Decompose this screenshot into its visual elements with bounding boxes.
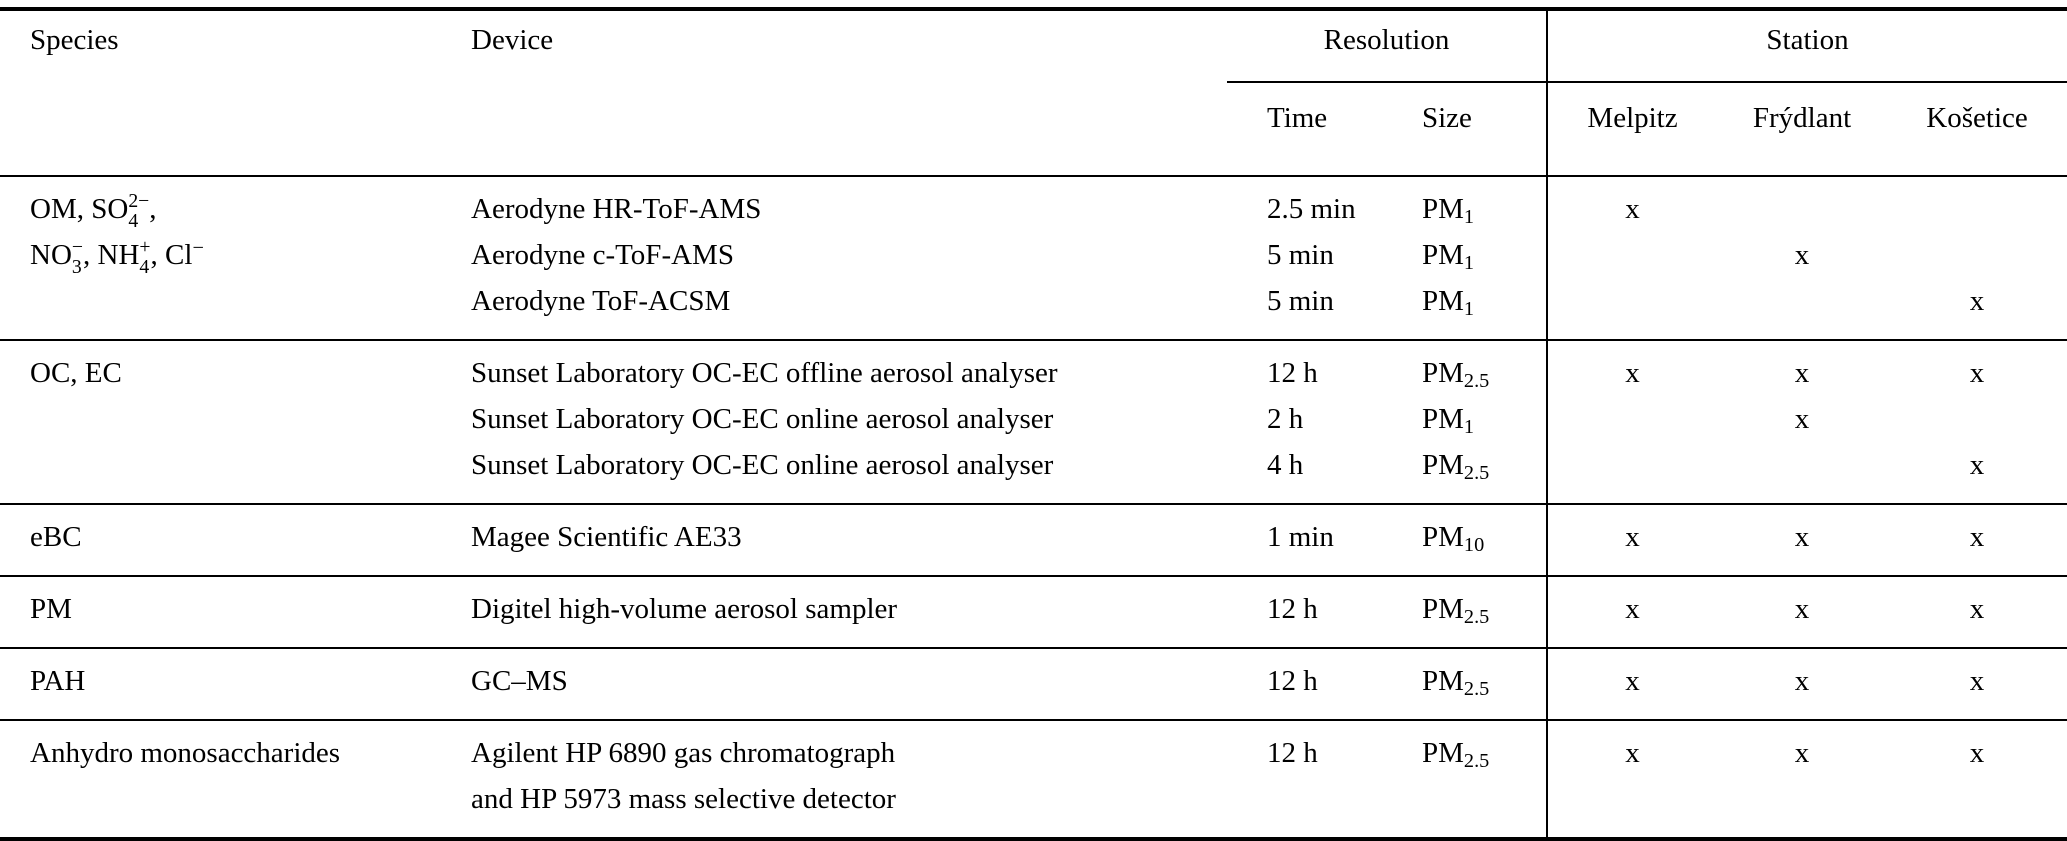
device-cell: Magee Scientific AE33 bbox=[471, 521, 742, 553]
group-header-row: Species Device Resolution Station bbox=[0, 9, 2067, 177]
species-group: PM Digitel high-volume aerosol sampler 12 … bbox=[0, 576, 2067, 648]
size-cell: PM2.5 bbox=[1422, 357, 1490, 393]
station-mark-cell: x bbox=[1969, 357, 1985, 389]
station-mark-cell: x bbox=[1546, 504, 1718, 576]
resolution-group-header: Resolution bbox=[1227, 9, 1548, 83]
station-mark-cell: x bbox=[1969, 521, 1985, 553]
station-mark-cell: x bbox=[1969, 665, 1985, 697]
species-group: OM, SO 2− 4, NO −3, NH +4, Cl− Aerodyne HR-ToF… bbox=[0, 176, 2067, 340]
time-resolution-cell: 5 min bbox=[1267, 239, 1334, 271]
species-group: OC, EC Sunset Laboratory OC-EC offline ae… bbox=[0, 340, 2067, 504]
station-mark-cell: x bbox=[1794, 665, 1810, 697]
table-row: Anhydro monosaccharides Agilent HP 6890 g… bbox=[0, 720, 2067, 839]
station-mark-cell bbox=[1546, 442, 1718, 504]
station-mark-cell bbox=[1717, 278, 1887, 340]
device-column-header: Device bbox=[470, 9, 1227, 177]
table-row: eBC Magee Scientific AE33 1 min PM10 x x x bbox=[0, 504, 2067, 576]
stacked-script: +4 bbox=[139, 236, 151, 279]
time-column-header: Time bbox=[1227, 82, 1387, 177]
time-resolution-cell: 1 min bbox=[1267, 521, 1334, 553]
station-mark-cell: x bbox=[1794, 593, 1810, 625]
station-mark-cell bbox=[1546, 232, 1718, 278]
table-header: Species Device Resolution Station Time S… bbox=[0, 9, 2067, 177]
size-cell: PM1 bbox=[1422, 403, 1475, 439]
stacked-script: 2− 4 bbox=[128, 190, 150, 233]
sub-header-row: Time Size Melpitz Frýdlant Košetice bbox=[0, 82, 2067, 177]
size-cell: PM10 bbox=[1422, 521, 1485, 557]
size-cell: PM2.5 bbox=[1422, 593, 1490, 629]
station-group-header: Station bbox=[1546, 9, 2067, 83]
station-mark-cell bbox=[1717, 442, 1887, 504]
station-mark-cell: x bbox=[1546, 648, 1718, 720]
table-row: PM Digitel high-volume aerosol sampler 12 … bbox=[0, 576, 2067, 648]
station-mark-cell: x bbox=[1546, 576, 1718, 648]
species-group: PAH GC–MS 12 h PM2.5 x x x bbox=[0, 648, 2067, 720]
device-cell: Aerodyne HR-ToF-AMS bbox=[471, 193, 762, 225]
station-mark-cell: x bbox=[1969, 593, 1985, 625]
station-mark-cell bbox=[1546, 278, 1718, 340]
time-resolution-cell: 4 h bbox=[1267, 449, 1304, 481]
table-row: OC, EC Sunset Laboratory OC-EC offline ae… bbox=[0, 340, 2067, 396]
size-cell: PM2.5 bbox=[1422, 449, 1490, 485]
time-resolution-cell: 2.5 min bbox=[1267, 193, 1356, 225]
size-column-header: Size bbox=[1387, 82, 1548, 177]
device-cell: Agilent HP 6890 gas chromatograph and HP … bbox=[471, 737, 896, 815]
station-mark-cell: x bbox=[1794, 521, 1810, 553]
time-resolution-cell: 12 h bbox=[1267, 737, 1318, 769]
table-row: Aerodyne ToF-ACSM 5 min PM1 x bbox=[0, 278, 2067, 340]
station-mark-cell: x bbox=[1969, 449, 1985, 481]
station-mark-cell: x bbox=[1546, 176, 1718, 232]
station-mark-cell: x bbox=[1546, 340, 1718, 396]
species-column-header: Species bbox=[0, 9, 470, 177]
time-resolution-cell: 12 h bbox=[1267, 593, 1318, 625]
station-mark-cell bbox=[1717, 176, 1887, 232]
station-melpitz-header: Melpitz bbox=[1546, 82, 1718, 177]
station-mark-cell: x bbox=[1794, 737, 1810, 769]
time-resolution-cell: 2 h bbox=[1267, 403, 1304, 435]
station-kosetice-header: Košetice bbox=[1887, 82, 2067, 177]
species-group: Anhydro monosaccharides Agilent HP 6890 g… bbox=[0, 720, 2067, 839]
station-mark-cell: x bbox=[1969, 285, 1985, 317]
species-cell: OC, EC bbox=[30, 357, 122, 389]
device-cell: Sunset Laboratory OC-EC online aerosol a… bbox=[471, 449, 1054, 481]
station-mark-cell: x bbox=[1794, 239, 1810, 271]
device-cell: Aerodyne c-ToF-AMS bbox=[471, 239, 734, 271]
species-cell: PAH bbox=[30, 665, 86, 697]
device-cell: GC–MS bbox=[471, 665, 568, 697]
station-frydlant-header: Frýdlant bbox=[1717, 82, 1888, 177]
table-row: Aerodyne c-ToF-AMS 5 min PM1 x bbox=[0, 232, 2067, 278]
device-cell: Aerodyne ToF-ACSM bbox=[471, 285, 731, 317]
station-mark-cell: x bbox=[1546, 720, 1718, 839]
species-cell: PM bbox=[30, 593, 72, 625]
time-resolution-cell: 12 h bbox=[1267, 357, 1318, 389]
device-cell: Sunset Laboratory OC-EC offline aerosol … bbox=[471, 357, 1058, 389]
species-cell: OM, SO 2− 4, NO −3, NH +4, Cl− bbox=[30, 190, 204, 279]
station-mark-cell bbox=[1546, 396, 1718, 442]
size-cell: PM1 bbox=[1422, 239, 1475, 275]
table-row: Sunset Laboratory OC-EC online aerosol a… bbox=[0, 396, 2067, 442]
station-mark-cell: x bbox=[1794, 357, 1810, 389]
station-mark-cell: x bbox=[1794, 403, 1810, 435]
species-cell: eBC bbox=[30, 521, 82, 553]
size-cell: PM2.5 bbox=[1422, 737, 1490, 773]
time-resolution-cell: 12 h bbox=[1267, 665, 1318, 697]
station-mark-cell bbox=[1887, 176, 2067, 232]
species-cell: Anhydro monosaccharides bbox=[30, 737, 341, 769]
stacked-script: −3 bbox=[71, 236, 84, 279]
size-cell: PM1 bbox=[1422, 193, 1475, 229]
size-cell: PM2.5 bbox=[1422, 665, 1490, 701]
species-group: eBC Magee Scientific AE33 1 min PM10 x x x bbox=[0, 504, 2067, 576]
size-cell: PM1 bbox=[1422, 285, 1475, 321]
table-row: PAH GC–MS 12 h PM2.5 x x x bbox=[0, 648, 2067, 720]
table-row: OM, SO 2− 4, NO −3, NH +4, Cl− Aerodyne HR-ToF… bbox=[0, 176, 2067, 277]
time-resolution-cell: 5 min bbox=[1267, 285, 1334, 317]
device-cell: Sunset Laboratory OC-EC online aerosol a… bbox=[471, 403, 1054, 435]
station-mark-cell: x bbox=[1969, 737, 1985, 769]
table-row: Sunset Laboratory OC-EC online aerosol a… bbox=[0, 442, 2067, 504]
station-mark-cell bbox=[1887, 232, 2067, 278]
measurements-table: Species Device Resolution Station Time S… bbox=[0, 7, 2067, 841]
station-mark-cell bbox=[1887, 396, 2067, 442]
device-cell: Digitel high-volume aerosol sampler bbox=[471, 593, 898, 625]
